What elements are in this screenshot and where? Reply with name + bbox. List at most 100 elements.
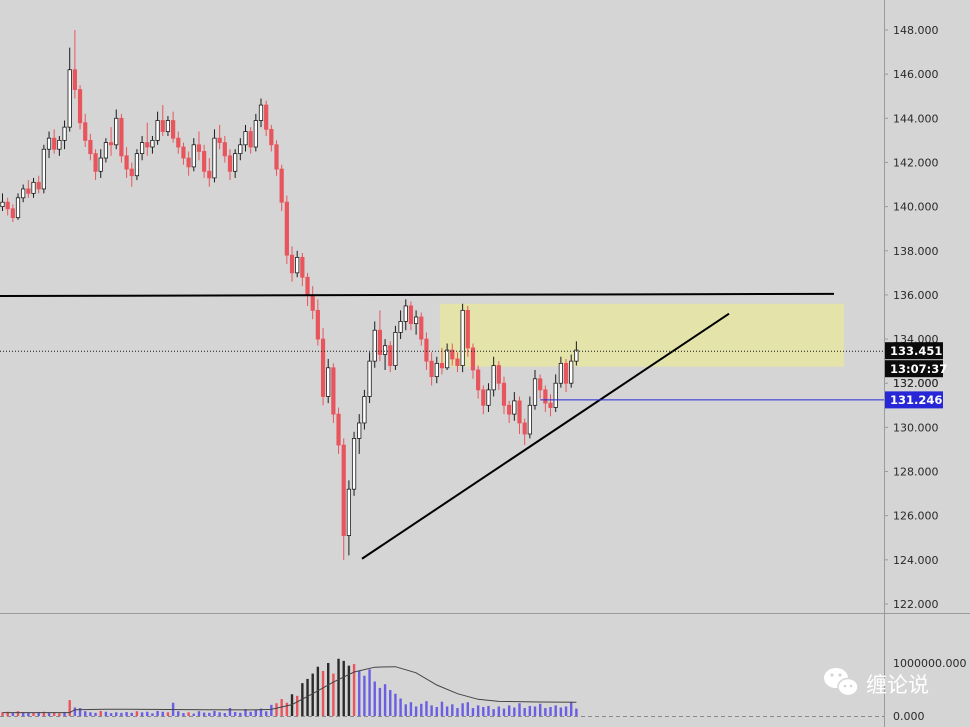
candle: [336, 407, 341, 454]
candle: [346, 480, 351, 556]
volume-bar: [94, 712, 97, 716]
volume-bar: [456, 708, 459, 716]
volume-bar: [182, 713, 185, 716]
volume-bar: [264, 711, 268, 716]
volume-bar: [487, 705, 490, 716]
price-tick-label: 138.000: [893, 245, 939, 258]
volume-bar: [42, 711, 46, 716]
level-badge: 131.246: [885, 391, 943, 409]
volume-bar: [63, 712, 66, 716]
volume-bar: [125, 712, 128, 716]
candle: [62, 120, 67, 150]
supply-zone: [439, 303, 844, 367]
candle: [351, 431, 357, 496]
candle: [445, 343, 450, 370]
candle: [67, 47, 72, 132]
candle: [186, 151, 191, 176]
candle: [212, 129, 217, 183]
candle: [160, 105, 165, 136]
volume-bar: [21, 712, 25, 716]
candle: [31, 177, 36, 198]
candle: [398, 310, 403, 340]
candle: [413, 310, 419, 335]
candle: [372, 321, 377, 368]
candle: [5, 197, 10, 216]
candle: [382, 339, 388, 370]
candle: [217, 124, 222, 150]
volume-bar: [471, 708, 475, 716]
volume-ma-line: [2, 666, 577, 714]
candle: [331, 363, 336, 423]
price-tick-label: 148.000: [893, 24, 939, 37]
candle: [108, 127, 114, 156]
candle: [527, 396, 532, 439]
candle: [470, 343, 476, 379]
volume-bar: [32, 712, 35, 716]
volume-bar: [409, 702, 413, 716]
volume-bar: [140, 712, 144, 716]
candle: [0, 193, 5, 212]
candle: [320, 328, 326, 406]
volume-bar: [440, 701, 444, 716]
volume-bar: [570, 702, 573, 716]
volume-bar: [228, 708, 232, 716]
candle: [455, 352, 460, 373]
candle: [103, 138, 108, 163]
price-tick-label: 140.000: [893, 201, 939, 214]
volume-bar: [332, 673, 335, 716]
volume-bar: [192, 713, 195, 716]
candle: [429, 352, 434, 386]
candle: [134, 149, 140, 181]
volume-bar: [6, 711, 9, 716]
volume-bar: [187, 712, 190, 716]
candle: [574, 341, 579, 366]
volume-bar: [295, 695, 299, 716]
candle: [274, 140, 279, 176]
volume-bar: [399, 698, 402, 716]
volume-bar: [492, 709, 495, 716]
volume-bar: [285, 702, 289, 716]
wechat-icon: [824, 668, 859, 697]
volume-bar: [244, 709, 247, 716]
candle: [150, 135, 155, 154]
volume-bar: [575, 708, 578, 716]
candle: [341, 438, 346, 560]
candle: [367, 352, 372, 404]
volume-bar: [538, 703, 542, 716]
svg-text:13:07:37: 13:07:37: [890, 362, 947, 376]
volume-bar: [27, 712, 30, 716]
candle: [10, 204, 15, 223]
volume-bar: [461, 703, 464, 716]
candle: [77, 85, 83, 130]
price-tick-label: 136.000: [893, 289, 939, 302]
volume-tick-label: 1000000.000: [893, 657, 966, 670]
candle: [569, 354, 574, 388]
candle: [543, 385, 548, 412]
candle: [21, 184, 26, 203]
resistance-line: [0, 292, 835, 298]
volume-bar: [68, 700, 71, 716]
volume-bar: [497, 706, 501, 716]
volume-bar: [554, 705, 557, 716]
candle: [476, 365, 481, 399]
candle: [289, 246, 295, 282]
candle: [553, 374, 558, 412]
price-tick-label: 144.000: [893, 112, 939, 125]
candle: [439, 347, 445, 375]
volume-bar: [37, 712, 40, 716]
watermark-text: 缠论说: [866, 673, 929, 697]
candle: [98, 149, 103, 178]
price-tick-label: 132.000: [893, 377, 939, 390]
candle: [83, 113, 88, 148]
candle: [88, 133, 93, 161]
candle: [279, 164, 284, 212]
volume-bar: [58, 713, 61, 716]
price-tick-label: 124.000: [893, 554, 939, 567]
volume-bar: [466, 702, 469, 716]
volume-bar: [146, 711, 149, 716]
candle: [196, 131, 202, 161]
candle: [165, 116, 171, 136]
price-tick-label: 126.000: [893, 510, 939, 523]
candle: [507, 400, 512, 423]
